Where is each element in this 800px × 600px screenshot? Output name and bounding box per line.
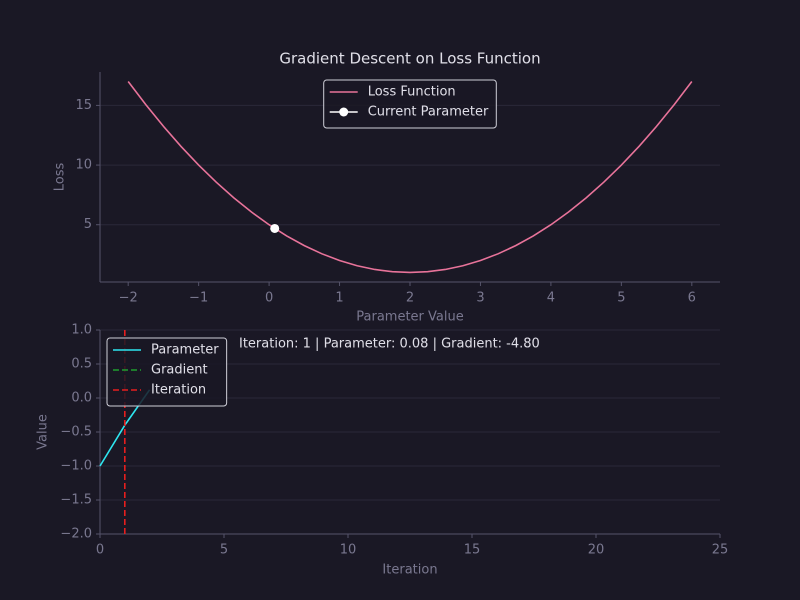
legend-label: Gradient bbox=[151, 363, 208, 378]
x-tick-label: 20 bbox=[588, 543, 605, 558]
x-tick-label: 5 bbox=[220, 543, 228, 558]
y-axis-label: Loss bbox=[53, 163, 68, 192]
legend-label: Loss Function bbox=[368, 85, 456, 100]
x-tick-label: 0 bbox=[265, 291, 273, 306]
x-tick-label: −1 bbox=[189, 291, 208, 306]
y-tick-label: 0.0 bbox=[71, 391, 92, 406]
y-tick-label: −1.0 bbox=[60, 459, 92, 474]
marker bbox=[270, 223, 280, 233]
y-tick-label: 0.5 bbox=[71, 357, 92, 372]
x-tick-label: 0 bbox=[96, 543, 104, 558]
x-tick-label: 4 bbox=[547, 291, 555, 306]
y-tick-label: −2.0 bbox=[60, 527, 92, 542]
y-tick-label: 1.0 bbox=[71, 323, 92, 338]
x-tick-label: 1 bbox=[335, 291, 343, 306]
legend: Parameter Gradient Iteration bbox=[106, 337, 228, 407]
legend-label: Parameter bbox=[151, 343, 219, 358]
legend-label: Iteration bbox=[151, 383, 206, 398]
legend-label: Current Parameter bbox=[368, 105, 489, 120]
x-tick-label: 25 bbox=[712, 543, 729, 558]
x-tick-label: 6 bbox=[688, 291, 696, 306]
legend: Loss Function Current Parameter bbox=[323, 79, 497, 129]
x-tick-label: 3 bbox=[476, 291, 484, 306]
legend-marker bbox=[339, 107, 349, 117]
y-axis-label: Value bbox=[36, 414, 51, 450]
chart-title: Gradient Descent on Loss Function bbox=[279, 50, 540, 68]
legend-box bbox=[323, 79, 497, 129]
y-tick-label: −1.5 bbox=[60, 493, 92, 508]
x-tick-label: 15 bbox=[464, 543, 481, 558]
x-tick-label: −2 bbox=[119, 291, 138, 306]
x-tick-label: 2 bbox=[406, 291, 414, 306]
x-tick-label: 5 bbox=[617, 291, 625, 306]
y-tick-label: 10 bbox=[75, 158, 92, 173]
y-tick-label: −0.5 bbox=[60, 425, 92, 440]
legend-box bbox=[106, 337, 228, 407]
y-tick-label: 5 bbox=[84, 217, 92, 232]
series-line bbox=[127, 81, 693, 274]
x-axis-label: Parameter Value bbox=[356, 310, 463, 325]
annotation: Iteration: 1 | Parameter: 0.08 | Gradien… bbox=[239, 337, 540, 352]
x-tick-label: 10 bbox=[340, 543, 357, 558]
x-axis-label: Iteration bbox=[382, 563, 437, 578]
y-tick-label: 15 bbox=[75, 98, 92, 113]
